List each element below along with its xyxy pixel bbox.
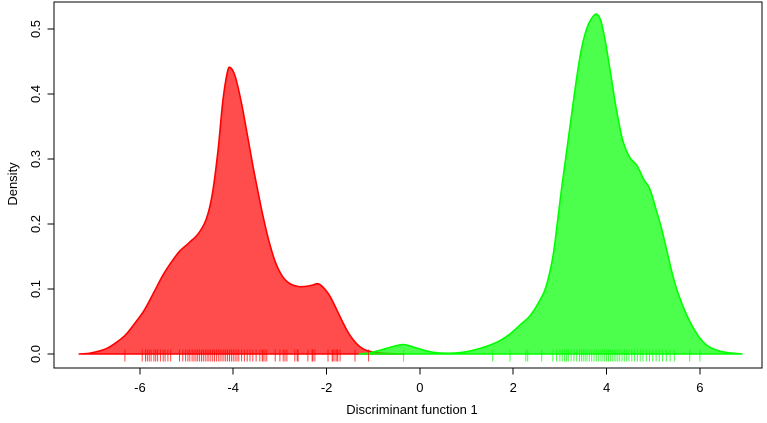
y-tick-label: 0.4 [28,85,43,103]
x-tick-label: -2 [321,380,333,395]
y-tick-label: 0.1 [28,280,43,298]
plot-border [53,1,763,369]
y-tick-label: 0.0 [28,345,43,363]
group-1-red-density-area [78,66,406,355]
y-axis: 0.0 0.1 0.2 0.3 0.4 0.5 [28,20,54,363]
rug-marks [124,349,701,362]
x-axis: -6 -4 -2 0 2 4 6 [134,368,704,395]
x-tick-label: 0 [416,380,423,395]
x-tick-label: -4 [227,380,239,395]
group-2-green-density-area [358,13,743,355]
x-tick-label: 4 [603,380,610,395]
y-tick-label: 0.3 [28,150,43,168]
x-tick-label: 2 [510,380,517,395]
series-areas [78,13,743,355]
x-tick-label: -6 [134,380,146,395]
x-tick-label: 6 [696,380,703,395]
y-tick-label: 0.2 [28,215,43,233]
y-tick-label: 0.5 [28,20,43,38]
plot-box [53,1,763,369]
x-axis-title: Discriminant function 1 [346,402,478,417]
y-axis-title: Density [5,162,20,206]
